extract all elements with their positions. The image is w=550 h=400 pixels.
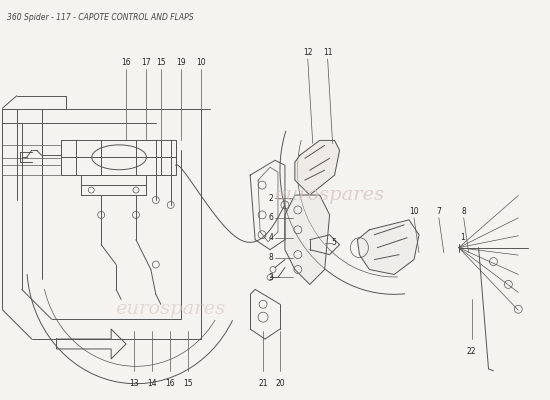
- Text: 360 Spider - 117 - CAPOTE CONTROL AND FLAPS: 360 Spider - 117 - CAPOTE CONTROL AND FL…: [7, 13, 194, 22]
- Text: 2: 2: [268, 194, 273, 202]
- Text: 16: 16: [165, 379, 174, 388]
- Text: 5: 5: [332, 238, 337, 247]
- Text: 8: 8: [461, 207, 466, 216]
- Text: 4: 4: [268, 233, 273, 242]
- Polygon shape: [295, 140, 339, 195]
- Text: 10: 10: [409, 207, 419, 216]
- Text: 20: 20: [275, 379, 285, 388]
- Text: 12: 12: [303, 48, 312, 57]
- Text: 1: 1: [461, 233, 465, 242]
- Text: 21: 21: [258, 379, 268, 388]
- Polygon shape: [358, 220, 419, 274]
- Text: 14: 14: [147, 379, 157, 388]
- Text: 19: 19: [176, 58, 185, 67]
- Polygon shape: [285, 195, 329, 284]
- Text: 7: 7: [436, 207, 441, 216]
- Text: 15: 15: [183, 379, 192, 388]
- Text: 11: 11: [323, 48, 332, 57]
- Text: 15: 15: [156, 58, 166, 67]
- Text: 13: 13: [129, 379, 139, 388]
- Text: 10: 10: [196, 58, 205, 67]
- Text: 3: 3: [268, 273, 273, 282]
- Text: 22: 22: [467, 347, 476, 356]
- Text: eurospares: eurospares: [116, 300, 226, 318]
- Text: 17: 17: [141, 58, 151, 67]
- Text: 16: 16: [121, 58, 131, 67]
- Text: eurospares: eurospares: [274, 186, 384, 204]
- Text: 8: 8: [268, 253, 273, 262]
- Text: 6: 6: [268, 213, 273, 222]
